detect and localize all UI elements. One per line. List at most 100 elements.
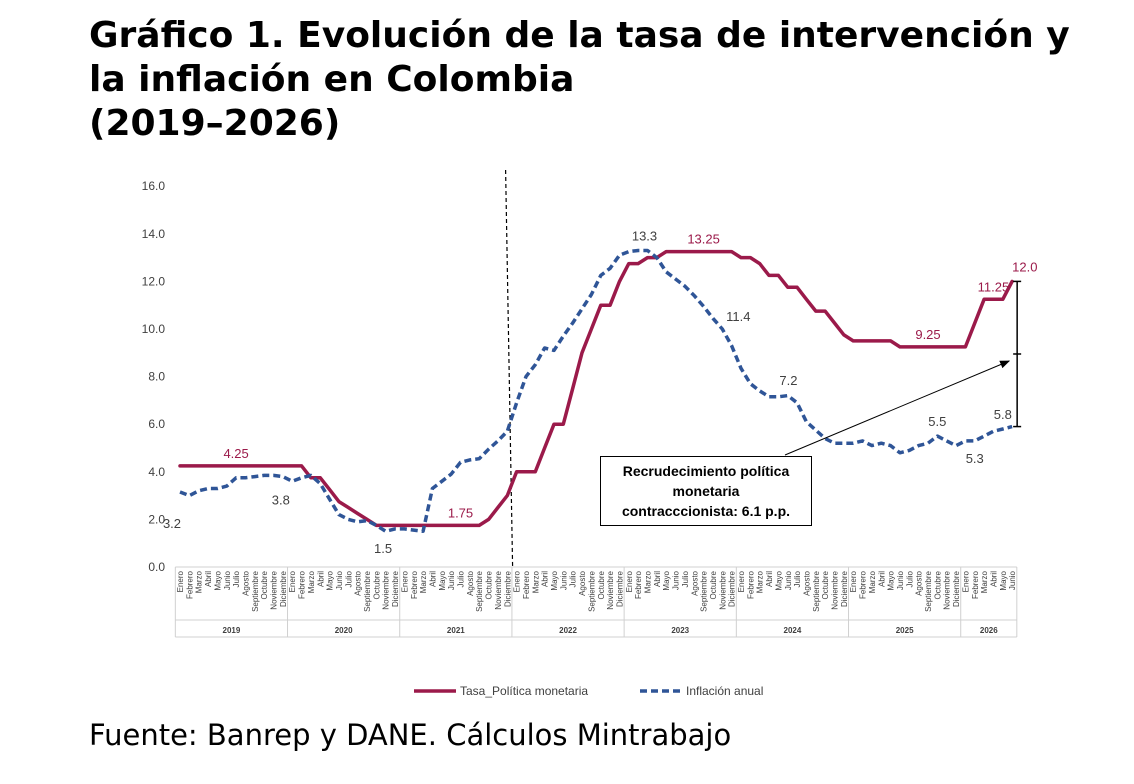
- y-tick-label: 0.0: [148, 560, 165, 574]
- x-tick-label: Marzo: [419, 570, 428, 593]
- x-tick-label: Abril: [765, 571, 774, 587]
- y-tick-label: 12.0: [142, 274, 166, 288]
- x-tick-label: Diciembre: [615, 570, 624, 607]
- reference-line: [505, 169, 514, 568]
- x-tick-label: Julio: [793, 570, 802, 587]
- x-tick-label: Marzo: [644, 570, 653, 593]
- y-tick-label: 8.0: [148, 370, 165, 384]
- x-tick-label: Abril: [989, 571, 998, 587]
- x-tick-label: Agosto: [690, 570, 699, 595]
- x-tick-label: Noviembre: [606, 570, 615, 609]
- year-label: 2022: [559, 626, 577, 635]
- x-tick-label: Abril: [541, 571, 550, 587]
- y-tick-label: 2.0: [148, 512, 165, 526]
- x-tick-label: Julio: [344, 570, 353, 587]
- x-tick-label: Mayo: [662, 570, 671, 590]
- x-tick-label: Septiembre: [251, 570, 260, 611]
- x-tick-label: Marzo: [195, 570, 204, 593]
- callout-line-1: Recrudecimiento política: [622, 463, 790, 479]
- x-tick-label: Febrero: [522, 570, 531, 599]
- x-tick-label: Agosto: [354, 570, 363, 595]
- x-tick-label: Marzo: [307, 570, 316, 593]
- legend-label-tasa: Tasa_Política monetaria: [460, 684, 588, 698]
- x-tick-label: Enero: [849, 570, 858, 592]
- callout-line-3: contracccionista: 6.1 p.p.: [621, 503, 791, 519]
- x-tick-label: Junio: [223, 570, 232, 590]
- x-tick-label: Abril: [204, 571, 213, 587]
- x-tick-label: Febrero: [185, 570, 194, 599]
- data-label-tasa: 13.25: [687, 232, 720, 247]
- x-tick-label: Julio: [232, 570, 241, 587]
- x-tick-label: Noviembre: [718, 570, 727, 609]
- x-tick-label: Diciembre: [952, 570, 961, 607]
- year-label: 2024: [784, 626, 802, 635]
- x-tick-label: Octubre: [709, 570, 718, 599]
- x-tick-label: Marzo: [756, 570, 765, 593]
- x-tick-label: Julio: [681, 570, 690, 587]
- x-tick-label: Noviembre: [270, 570, 279, 609]
- x-tick-label: Enero: [961, 570, 970, 592]
- x-tick-label: Agosto: [578, 570, 587, 595]
- x-tick-label: Mayo: [550, 570, 559, 590]
- x-tick-label: Marzo: [531, 570, 540, 593]
- x-tick-label: Octubre: [372, 570, 381, 599]
- x-tick-label: Agosto: [915, 570, 924, 595]
- callout-line-2: monetaria: [672, 483, 740, 499]
- y-tick-label: 16.0: [142, 179, 166, 193]
- year-label: 2021: [447, 626, 465, 635]
- x-tick-label: Noviembre: [831, 570, 840, 609]
- data-label-inflacion: 3.2: [163, 516, 181, 531]
- x-tick-label: Julio: [457, 570, 466, 587]
- x-tick-label: Agosto: [466, 570, 475, 595]
- x-tick-label: Noviembre: [494, 570, 503, 609]
- x-tick-label: Enero: [288, 570, 297, 592]
- x-tick-label: Septiembre: [587, 570, 596, 611]
- x-tick-label: Septiembre: [475, 570, 484, 611]
- year-label: 2019: [223, 626, 241, 635]
- x-tick-label: Agosto: [802, 570, 811, 595]
- x-tick-label: Junio: [672, 570, 681, 590]
- x-tick-label: Marzo: [980, 570, 989, 593]
- x-tick-label: Junio: [559, 570, 568, 590]
- x-tick-label: Mayo: [438, 570, 447, 590]
- series-line-inflacion: [179, 248, 1013, 534]
- x-tick-label: Agosto: [241, 570, 250, 595]
- data-label-inflacion: 5.5: [928, 414, 946, 429]
- x-tick-label: Abril: [653, 571, 662, 587]
- title-line-3: (2019–2026): [89, 103, 341, 144]
- data-label-inflacion: 7.2: [779, 373, 797, 388]
- x-tick-label: Mayo: [999, 570, 1008, 590]
- y-tick-label: 4.0: [148, 465, 165, 479]
- x-tick-label: Noviembre: [943, 570, 952, 609]
- y-tick-label: 10.0: [142, 322, 166, 336]
- x-tick-label: Mayo: [326, 570, 335, 590]
- data-label-tasa: 11.25: [978, 279, 1010, 294]
- x-tick-label: Octubre: [485, 570, 494, 599]
- callout-arrow: [784, 360, 1011, 456]
- x-tick-label: Septiembre: [924, 570, 933, 611]
- x-tick-label: Mayo: [213, 570, 222, 590]
- x-tick-label: Septiembre: [363, 570, 372, 611]
- x-tick-label: Abril: [877, 571, 886, 587]
- x-tick-label: Enero: [737, 570, 746, 592]
- x-tick-label: Octubre: [821, 570, 830, 599]
- data-label-inflacion: 13.3: [632, 228, 657, 243]
- x-tick-label: Enero: [176, 570, 185, 592]
- year-label: 2025: [896, 626, 914, 635]
- x-tick-label: Junio: [1008, 570, 1017, 590]
- data-label-inflacion: 5.8: [994, 407, 1012, 422]
- x-tick-label: Octubre: [260, 570, 269, 599]
- data-label-inflacion: 5.3: [966, 451, 984, 466]
- x-tick-label: Abril: [316, 571, 325, 587]
- x-tick-label: Septiembre: [700, 570, 709, 611]
- data-label-tasa: 4.25: [223, 446, 248, 461]
- x-tick-label: Diciembre: [840, 570, 849, 607]
- x-tick-label: Junio: [447, 570, 456, 590]
- x-tick-label: Julio: [569, 570, 578, 587]
- data-label-inflacion: 3.8: [272, 493, 290, 508]
- x-tick-label: Febrero: [971, 570, 980, 599]
- x-tick-label: Febrero: [298, 570, 307, 599]
- x-tick-label: Septiembre: [812, 570, 821, 611]
- x-tick-label: Mayo: [774, 570, 783, 590]
- x-tick-label: Febrero: [410, 570, 419, 599]
